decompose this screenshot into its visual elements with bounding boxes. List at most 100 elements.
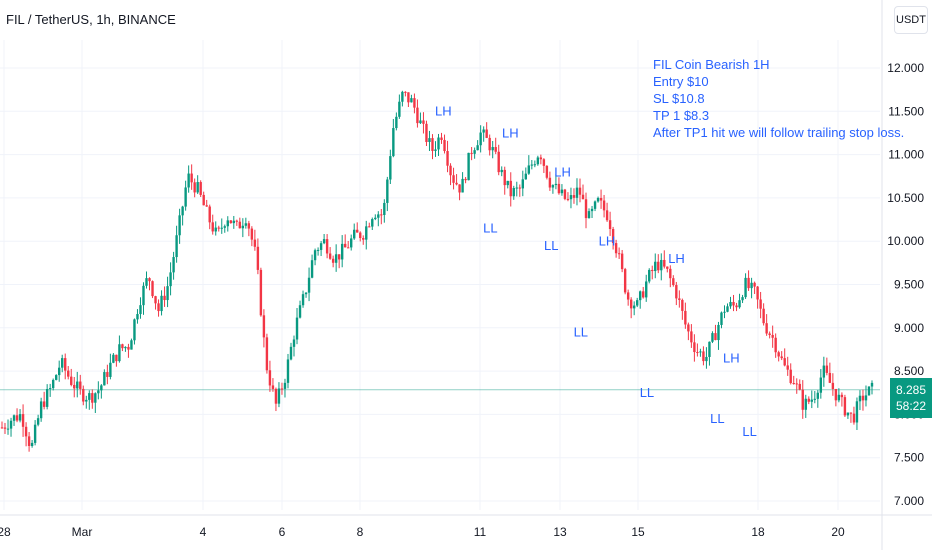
candle-body [196,182,199,193]
candle-body [139,305,142,315]
candle-body [533,164,537,166]
candle-body [250,228,254,240]
candle-body [509,180,512,197]
candle-body [61,358,64,368]
candle-body [82,388,85,402]
candle-body [521,179,524,189]
candle-body [666,266,669,269]
candle-body [542,159,546,166]
candle-body [714,333,717,341]
candle-body [777,352,780,357]
candle-body [563,189,567,199]
candle-body [587,211,591,219]
candle-body [136,314,139,320]
y-tick-label: 7.000 [894,494,924,508]
candle-body [368,226,371,228]
candle-body [36,418,40,425]
candle-body [166,286,169,301]
candle-body [112,354,115,363]
candle-body [497,151,500,173]
candle-body [648,269,651,282]
candle-body [771,334,774,338]
x-tick-label: 13 [553,525,567,539]
candle-body [220,227,223,229]
candle-body [693,342,696,353]
candle-body [660,259,663,271]
candle-body [148,278,151,282]
candle-body [118,344,121,362]
candle-body [488,137,491,151]
x-tick-label: 20 [831,525,845,539]
candle-body [286,359,290,383]
candle-body [48,388,52,390]
candle-body [398,101,401,117]
candle-body [346,247,350,249]
candle-body [350,238,353,248]
candle-body [855,401,859,423]
lower-low-label: LL [544,238,558,253]
candle-body [536,157,540,165]
candle-body [419,120,422,124]
candle-body [422,120,425,124]
candle-body [151,281,154,297]
candle-body [518,187,521,189]
candle-body [265,337,269,371]
candle-body [353,229,356,239]
candle-body [566,198,570,200]
candle-body [328,253,332,259]
candle-body [271,385,275,389]
candle-body [340,243,344,260]
x-tick-label: 28 [0,525,11,539]
candle-body [614,243,618,254]
candle-body [241,225,245,229]
candle-body [720,312,723,325]
candle-body [458,184,461,193]
lower-low-label: LL [483,221,497,236]
candle-body [446,151,449,166]
candle-body [840,394,844,398]
candle-body [145,278,148,286]
y-tick-label: 10.500 [887,191,924,205]
candle-body [596,197,600,202]
candle-body [756,286,759,300]
note-line: TP 1 $8.3 [653,108,710,123]
currency-button[interactable]: USDT [894,6,928,34]
note-line: After TP1 hit we will follow trailing st… [653,125,905,140]
x-tick-label: 15 [631,525,645,539]
candle-body [723,311,726,313]
candle-body [759,299,762,309]
candle-body [440,137,443,140]
candle-body [849,412,853,414]
candle-body [762,308,765,324]
candle-body [181,206,184,216]
candle-body [289,346,293,360]
candle-body [479,132,482,146]
candle-body [527,165,531,174]
candle-body [602,200,606,211]
candle-body [455,182,458,185]
candle-body [229,220,232,224]
candle-body [187,173,190,188]
candle-body [205,205,208,207]
candle-body [51,379,55,389]
candle-body [651,269,654,272]
candle-body [172,257,175,273]
candle-body [18,414,22,421]
x-tick-label: Mar [72,525,93,539]
candle-body [217,227,220,229]
candle-body [103,372,106,386]
candle-body [319,243,323,250]
y-tick-label: 10.000 [887,234,924,248]
lower-high-label: LH [435,104,452,119]
candle-body [485,129,488,138]
candle-body [599,197,603,201]
candle-body [858,395,862,402]
candle-body [42,401,46,407]
candle-body [672,278,675,286]
candle-body [325,239,329,254]
y-tick-label: 7.500 [894,451,924,465]
x-tick-label: 18 [751,525,765,539]
candle-body [780,356,783,359]
